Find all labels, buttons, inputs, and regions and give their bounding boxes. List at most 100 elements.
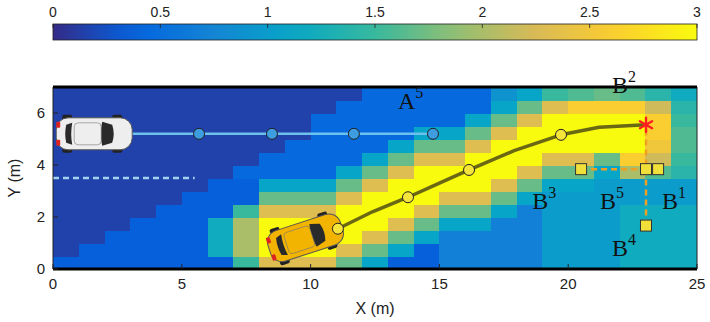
heatmap-cell — [491, 204, 517, 218]
heatmap-cell — [362, 139, 388, 153]
colorbar-tick-label: 2.5 — [580, 4, 600, 20]
heatmap-cell — [130, 178, 156, 192]
heatmap-cell — [182, 165, 208, 179]
heatmap-cell — [285, 139, 311, 153]
heatmap-cell — [156, 217, 182, 231]
heatmap-cell — [414, 243, 440, 257]
heatmap-cell — [130, 243, 156, 257]
heatmap-cell — [542, 87, 568, 101]
heatmap-cell — [517, 217, 543, 231]
heatmap-cell — [465, 87, 491, 101]
x-tick-label: 5 — [178, 275, 186, 292]
heatmap-cell — [53, 100, 79, 114]
heatmap-cell — [517, 165, 543, 179]
axis-line-left — [53, 87, 54, 269]
heatmap-cell — [79, 165, 105, 179]
heatmap-cell — [620, 100, 646, 114]
y-tick — [53, 217, 58, 218]
series-markers — [194, 118, 664, 235]
heatmap-cell — [156, 256, 182, 269]
x-tick — [310, 264, 311, 269]
heatmap-cell — [182, 100, 208, 114]
heatmap-cell — [491, 113, 517, 127]
heatmap-cell — [130, 100, 156, 114]
heatmap-cell — [208, 217, 234, 231]
heatmap-cell — [130, 204, 156, 218]
heatmap-cell — [517, 100, 543, 114]
heatmap-cell — [388, 178, 414, 192]
annotation-text: B — [532, 188, 548, 214]
annotation-text: A — [398, 88, 416, 114]
x-tick — [568, 264, 569, 269]
heatmap-cell — [594, 152, 620, 166]
heatmap-cell — [414, 256, 440, 269]
heatmap-cell — [439, 230, 465, 244]
heatmap-cell — [53, 178, 79, 192]
heatmap-cell — [233, 191, 259, 205]
marker-square — [640, 220, 651, 231]
heatmap-cell — [259, 100, 285, 114]
x-tick-label: 15 — [431, 275, 448, 292]
heatmap-cell — [208, 87, 234, 101]
heatmap-cell — [311, 113, 337, 127]
heatmap-cell — [156, 152, 182, 166]
heatmap-cell — [156, 230, 182, 244]
heatmap-cell — [79, 178, 105, 192]
colorbar-tick-label: 1.5 — [365, 4, 385, 20]
heatmap-cell — [79, 217, 105, 231]
plot-area — [53, 87, 697, 269]
heatmap-cell — [233, 178, 259, 192]
colorbar-tick-label: 3 — [693, 4, 701, 20]
heatmap-cell — [130, 152, 156, 166]
heatmap-cell — [568, 204, 594, 218]
heatmap-cell — [259, 113, 285, 127]
heatmap-cell — [105, 152, 131, 166]
heatmap-cell — [208, 204, 234, 218]
x-tick — [181, 264, 182, 269]
heatmap-cell — [105, 204, 131, 218]
heatmap-cell — [208, 152, 234, 166]
heatmap-cell — [362, 191, 388, 205]
heatmap-cell — [336, 243, 362, 257]
heatmap-cell — [645, 256, 671, 269]
heatmap-cell — [182, 152, 208, 166]
heatmap-cell — [594, 139, 620, 153]
heatmap-cell — [182, 87, 208, 101]
heatmap-cell — [208, 178, 234, 192]
heatmap-cell — [465, 178, 491, 192]
heatmap-cell — [414, 152, 440, 166]
series-line — [53, 177, 195, 180]
heatmap-cell — [53, 204, 79, 218]
heatmap-cell — [311, 165, 337, 179]
heatmap-cell — [362, 152, 388, 166]
y-tick-label: 2 — [37, 208, 45, 225]
colorbar-tick-label: 0.5 — [151, 4, 171, 20]
heatmap-cell — [439, 191, 465, 205]
heatmap-cell — [388, 165, 414, 179]
heatmap-cell — [336, 113, 362, 127]
y-tick — [53, 269, 58, 270]
heatmap-cell — [285, 165, 311, 179]
colorbar-tick-label: 0 — [49, 4, 57, 20]
vehicle — [263, 208, 347, 268]
heatmap-cell — [336, 87, 362, 101]
heatmap-cell — [156, 87, 182, 101]
y-tick — [53, 113, 58, 114]
heatmap-cell — [259, 165, 285, 179]
marker-circle — [348, 128, 359, 139]
annotations: A5B2B3B5B1B4 — [398, 68, 686, 261]
heatmap-cell — [620, 204, 646, 218]
heatmap-cell — [53, 165, 79, 179]
heatmap-cell — [645, 113, 671, 127]
heatmap-cell — [491, 243, 517, 257]
series-line — [338, 125, 646, 229]
heatmap-cell — [517, 87, 543, 101]
heatmap-cell — [311, 87, 337, 101]
series-lines — [53, 125, 658, 229]
heatmap-cell — [542, 243, 568, 257]
annotation-superscript: 2 — [628, 68, 636, 85]
colorbar-bar — [53, 24, 697, 40]
chart: 00.511.522.5305101520250246X (m)Y (m)A5B… — [0, 0, 710, 322]
tail-light — [56, 122, 60, 128]
heatmap-cell — [465, 204, 491, 218]
